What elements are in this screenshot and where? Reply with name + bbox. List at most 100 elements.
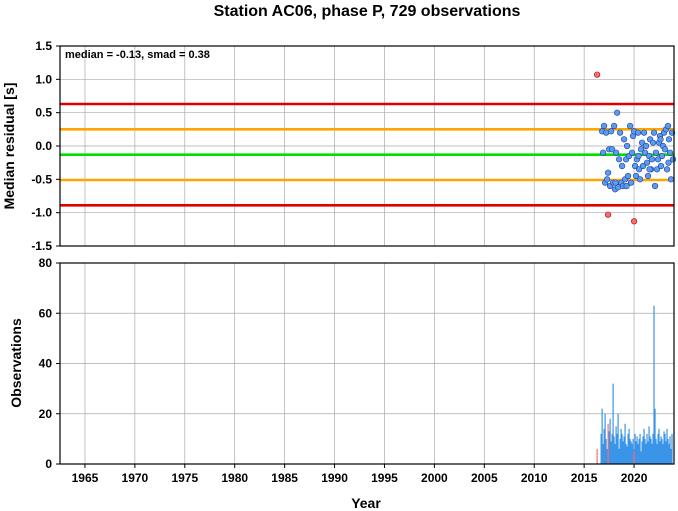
residual-point [635, 152, 642, 160]
observation-bar [656, 443, 658, 464]
observation-bar [622, 441, 624, 464]
chart-title: Station AC06, phase P, 729 observations [214, 3, 521, 20]
observation-bar [627, 433, 629, 464]
residual-point [601, 122, 608, 130]
x-tick-label: 1975 [171, 471, 198, 485]
x-tick-label: 1965 [72, 471, 99, 485]
residual-point [661, 146, 669, 153]
observation-bar [617, 413, 619, 464]
observation-bar [653, 305, 655, 464]
residual-point [648, 156, 656, 163]
observation-bar [625, 443, 627, 464]
bottom-y-tick-label: 0 [45, 457, 52, 471]
residual-point [646, 166, 653, 173]
observation-bar [620, 428, 622, 464]
bottom-y-tick-label: 40 [39, 357, 53, 371]
residual-point [634, 129, 642, 136]
residual-point [623, 182, 630, 190]
x-tick-label: 2010 [521, 471, 548, 485]
residual-point [632, 172, 640, 180]
top-y-tick-label: 0.5 [35, 106, 52, 120]
top-y-tick-label: 0.0 [35, 139, 52, 153]
residual-point [654, 156, 662, 163]
residual-point [604, 176, 611, 183]
residual-panel: 1.5 1.0 0.5 0.0 -0.5 -1.0 -1.5 median = -0.13,… [1, 39, 677, 253]
observation-bar [621, 433, 623, 464]
observation-bar [615, 426, 617, 464]
observation-bar [602, 443, 604, 464]
outlier-observation-bar [596, 448, 598, 464]
observation-bar [670, 448, 672, 464]
x-tick-label: 2020 [621, 471, 648, 485]
residual-point [636, 176, 644, 183]
observation-bar [600, 433, 602, 464]
residual-point [644, 172, 652, 180]
observation-bar [644, 438, 646, 464]
x-tick-label: 1990 [321, 471, 348, 485]
observation-bar [612, 383, 614, 464]
residual-point [650, 129, 658, 136]
residual-y-axis-label: Median residual [s] [1, 83, 17, 210]
residual-point [653, 166, 661, 173]
x-tick-label: 1970 [122, 471, 149, 485]
outlier-observation-bar [633, 451, 635, 464]
observation-bar [647, 441, 649, 464]
observation-bar [611, 433, 613, 464]
observation-bar [623, 436, 625, 464]
residual-point [610, 122, 618, 130]
observation-bar [619, 438, 621, 464]
observation-bar [642, 436, 644, 464]
residual-point [615, 156, 623, 163]
observation-bar [664, 433, 666, 464]
observation-bar [667, 438, 669, 464]
observation-bar [646, 433, 648, 464]
observation-bar [630, 441, 632, 464]
top-y-tick-label: -1.5 [31, 239, 52, 253]
observation-bar [671, 433, 673, 464]
residual-point [667, 176, 675, 183]
residual-point [637, 146, 645, 153]
observation-bar [655, 438, 657, 464]
residual-point [657, 162, 665, 170]
residual-point [616, 129, 624, 136]
outlier-point [630, 218, 638, 225]
residual-point [665, 136, 673, 143]
observation-bar [637, 443, 639, 464]
bottom-y-tick-label: 80 [39, 256, 53, 270]
observation-bar [634, 433, 636, 464]
observation-bar [650, 438, 652, 464]
observation-bar [639, 433, 641, 464]
residual-point [652, 149, 660, 156]
observations-y-axis-label: Observations [8, 318, 24, 408]
observation-bar [643, 428, 645, 464]
observation-bar [660, 436, 662, 464]
residual-point [620, 136, 628, 143]
bottom-y-tick-label: 60 [39, 306, 53, 320]
residual-point [618, 162, 626, 170]
observation-bar [626, 446, 628, 464]
residual-point [631, 162, 639, 170]
observation-bar [654, 408, 656, 464]
observations-panel: 80 60 40 20 0 1965 1970 1975 1980 1985 1990 1995 20… [8, 256, 675, 511]
residual-point [638, 139, 646, 146]
top-y-tick-label: 1.5 [35, 39, 52, 53]
observation-bar [624, 423, 626, 464]
observation-bar [658, 428, 660, 464]
top-y-tick-label: -0.5 [31, 172, 52, 186]
observation-bar [659, 441, 661, 464]
residual-point [663, 166, 671, 173]
observation-bar [640, 451, 642, 464]
outlier-observation-bar [607, 423, 609, 464]
outlier-point [594, 71, 601, 78]
observation-bar [662, 443, 664, 464]
residual-point [640, 129, 648, 136]
observation-bar [645, 443, 647, 464]
residual-point [664, 122, 672, 130]
observation-bar [651, 443, 653, 464]
observation-bar [631, 443, 633, 464]
observation-bar [669, 436, 671, 464]
residual-point [643, 159, 651, 166]
residual-point [639, 162, 647, 170]
residual-point [605, 169, 612, 176]
